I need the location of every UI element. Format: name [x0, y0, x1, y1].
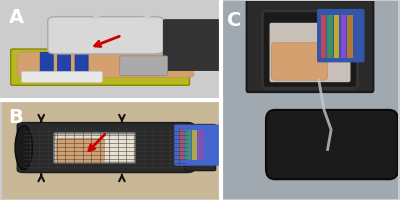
FancyBboxPatch shape	[56, 138, 104, 162]
FancyBboxPatch shape	[48, 17, 163, 54]
FancyBboxPatch shape	[120, 56, 168, 75]
FancyBboxPatch shape	[262, 11, 358, 88]
FancyBboxPatch shape	[22, 72, 102, 82]
FancyBboxPatch shape	[192, 130, 197, 160]
Text: B: B	[8, 108, 23, 127]
FancyBboxPatch shape	[320, 15, 326, 58]
FancyBboxPatch shape	[317, 9, 364, 62]
FancyBboxPatch shape	[11, 49, 190, 85]
FancyBboxPatch shape	[327, 15, 332, 58]
FancyBboxPatch shape	[17, 52, 194, 77]
FancyBboxPatch shape	[58, 52, 71, 77]
FancyBboxPatch shape	[17, 123, 194, 173]
Text: A: A	[8, 8, 24, 27]
FancyBboxPatch shape	[334, 15, 339, 58]
FancyBboxPatch shape	[247, 0, 373, 92]
FancyBboxPatch shape	[185, 125, 216, 171]
FancyBboxPatch shape	[163, 20, 222, 71]
FancyBboxPatch shape	[75, 52, 88, 77]
FancyBboxPatch shape	[40, 52, 53, 77]
FancyBboxPatch shape	[198, 130, 204, 160]
FancyBboxPatch shape	[54, 133, 135, 163]
FancyBboxPatch shape	[270, 23, 350, 82]
FancyBboxPatch shape	[174, 125, 222, 166]
FancyBboxPatch shape	[178, 130, 184, 160]
Text: C: C	[227, 11, 242, 30]
Ellipse shape	[15, 126, 32, 170]
FancyBboxPatch shape	[266, 110, 398, 179]
FancyBboxPatch shape	[347, 15, 352, 58]
FancyBboxPatch shape	[341, 15, 346, 58]
FancyBboxPatch shape	[185, 130, 190, 160]
FancyBboxPatch shape	[271, 43, 328, 80]
